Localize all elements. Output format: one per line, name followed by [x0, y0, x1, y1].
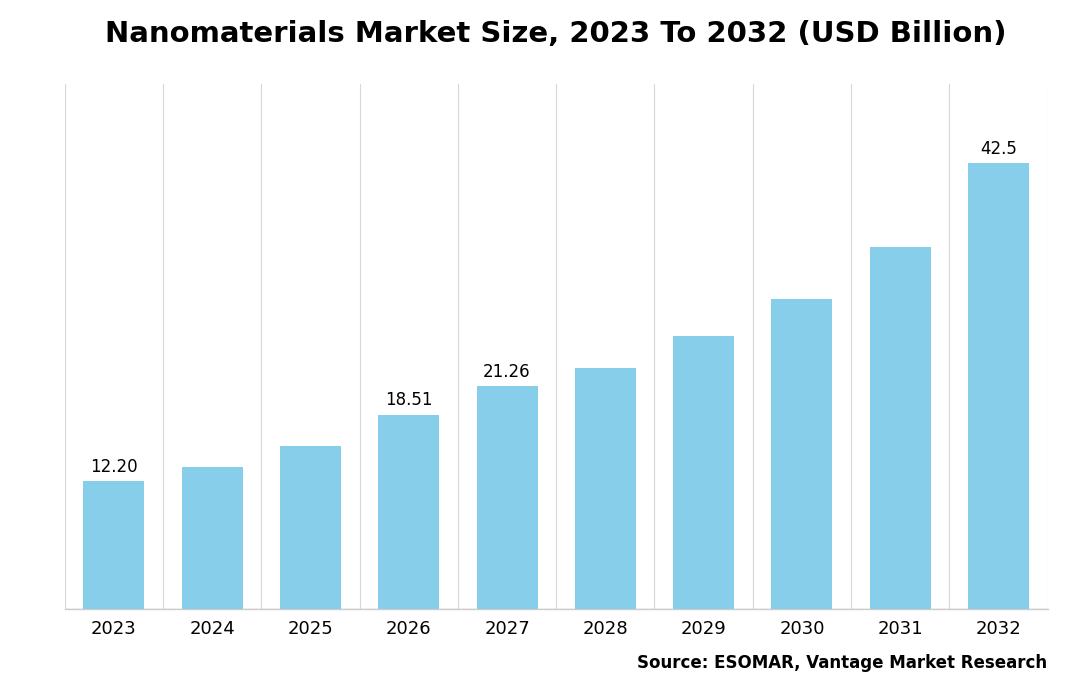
Text: 18.51: 18.51: [386, 391, 432, 409]
Bar: [83, 481, 145, 609]
Bar: [771, 300, 833, 609]
Text: Source: ESOMAR, Vantage Market Research: Source: ESOMAR, Vantage Market Research: [637, 654, 1048, 672]
Title: Nanomaterials Market Size, 2023 To 2032 (USD Billion): Nanomaterials Market Size, 2023 To 2032 …: [106, 20, 1007, 48]
Bar: [968, 163, 1029, 609]
Bar: [869, 247, 931, 609]
Bar: [673, 336, 734, 609]
Bar: [378, 414, 440, 609]
Bar: [280, 447, 341, 609]
Bar: [181, 468, 243, 609]
Bar: [575, 368, 636, 609]
Bar: [476, 386, 538, 609]
Text: 21.26: 21.26: [483, 363, 531, 381]
Text: 12.20: 12.20: [90, 458, 138, 476]
Text: 42.5: 42.5: [980, 139, 1017, 158]
